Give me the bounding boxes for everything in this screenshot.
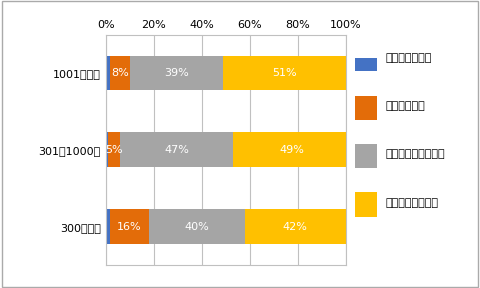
Text: 5%: 5% xyxy=(105,145,123,155)
Bar xyxy=(149,209,245,244)
Bar xyxy=(106,56,110,90)
Text: まあそう思う: まあそう思う xyxy=(385,101,425,111)
Bar xyxy=(110,56,130,90)
FancyBboxPatch shape xyxy=(355,144,377,168)
Bar xyxy=(233,132,350,167)
Bar xyxy=(120,132,233,167)
Text: あまりそう思わない: あまりそう思わない xyxy=(385,149,445,159)
Text: 40%: 40% xyxy=(184,221,209,232)
Bar xyxy=(110,209,149,244)
Bar xyxy=(223,56,346,90)
Bar xyxy=(130,56,223,90)
Text: とてもそう思う: とてもそう思う xyxy=(385,53,432,62)
FancyBboxPatch shape xyxy=(355,192,377,217)
Text: 39%: 39% xyxy=(164,68,189,78)
Text: 49%: 49% xyxy=(279,145,304,155)
Bar xyxy=(106,132,108,167)
Text: 8%: 8% xyxy=(111,68,129,78)
Text: 42%: 42% xyxy=(283,221,308,232)
Text: 全くそう思わない: 全くそう思わない xyxy=(385,198,438,208)
Text: 51%: 51% xyxy=(272,68,297,78)
Text: 47%: 47% xyxy=(164,145,189,155)
Text: 16%: 16% xyxy=(117,221,142,232)
Bar xyxy=(245,209,346,244)
FancyBboxPatch shape xyxy=(355,47,377,71)
Bar xyxy=(108,132,120,167)
Bar xyxy=(106,209,110,244)
FancyBboxPatch shape xyxy=(355,96,377,120)
